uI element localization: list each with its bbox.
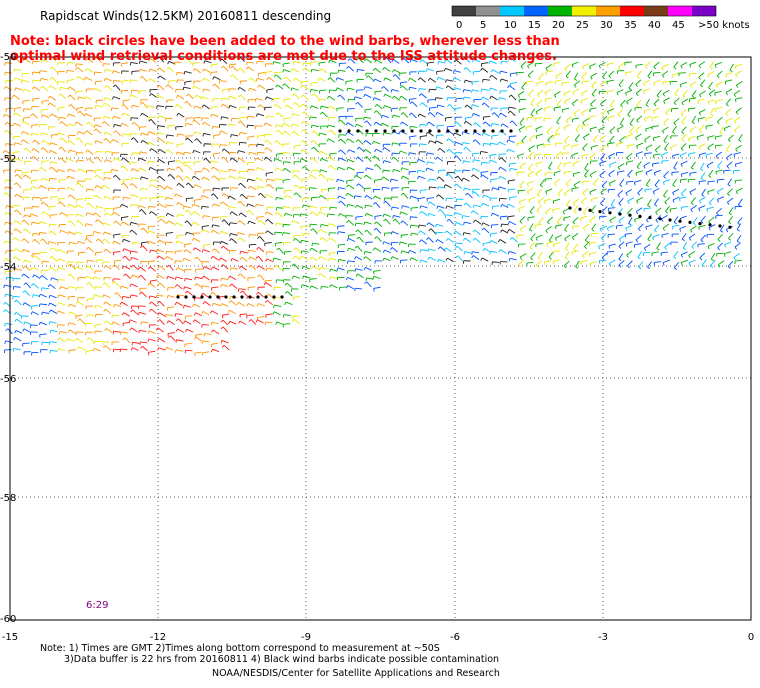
legend-label: 45 (672, 20, 685, 31)
lon-label-0: 0 (747, 632, 755, 643)
map-title: Rapidscat Winds(12.5KM) 20160811 descend… (40, 9, 332, 23)
legend-label: 15 (528, 20, 541, 31)
legend-swatch (692, 6, 716, 16)
legend-label: 25 (576, 20, 589, 31)
lat-label-52: -52 (0, 154, 17, 165)
contamination-note-line-1: Note: black circles have been added to t… (10, 34, 560, 49)
legend-label: 5 (480, 20, 487, 31)
lat-label-58: -58 (0, 493, 17, 504)
legend-label: >50 knots (698, 20, 750, 31)
legend-swatch (620, 6, 644, 16)
legend-swatch (572, 6, 596, 16)
lat-label-50: -50 (0, 52, 17, 63)
legend-label: 10 (504, 20, 517, 31)
wind-barbs (2, 56, 743, 357)
legend-swatch (548, 6, 572, 16)
legend-swatch (524, 6, 548, 16)
map-frame (9, 56, 752, 621)
legend-swatch (452, 6, 476, 16)
lat-label-56: -56 (0, 374, 17, 385)
lon-label-3: -3 (598, 632, 608, 643)
lat-label-54: -54 (0, 262, 17, 273)
lon-label-15: -15 (1, 632, 19, 643)
contamination-note-line-2: optimal wind retrieval conditions are me… (10, 49, 557, 64)
lon-label-6: -6 (450, 632, 460, 643)
lon-label-12: -12 (149, 632, 167, 643)
legend-swatch (596, 6, 620, 16)
legend-label: 20 (552, 20, 565, 31)
credit-line: NOAA/NESDIS/Center for Satellite Applica… (212, 668, 500, 679)
footnote-line-2: 3)Data buffer is 22 hrs from 20160811 4)… (64, 654, 500, 665)
legend-label: 40 (648, 20, 661, 31)
legend-swatch (500, 6, 524, 16)
wind-speed-legend (451, 5, 717, 17)
legend-swatch (644, 6, 668, 16)
pass-time-label: 6:29 (86, 600, 109, 611)
footnote-line-1: Note: 1) Times are GMT 2)Times along bot… (40, 643, 440, 654)
lon-label-9: -9 (301, 632, 311, 643)
legend-swatch (476, 6, 500, 16)
legend-swatch (668, 6, 692, 16)
legend-label: 0 (456, 20, 463, 31)
lat-label-60: -60 (0, 614, 17, 625)
legend-label: 30 (600, 20, 613, 31)
legend-label: 35 (624, 20, 637, 31)
